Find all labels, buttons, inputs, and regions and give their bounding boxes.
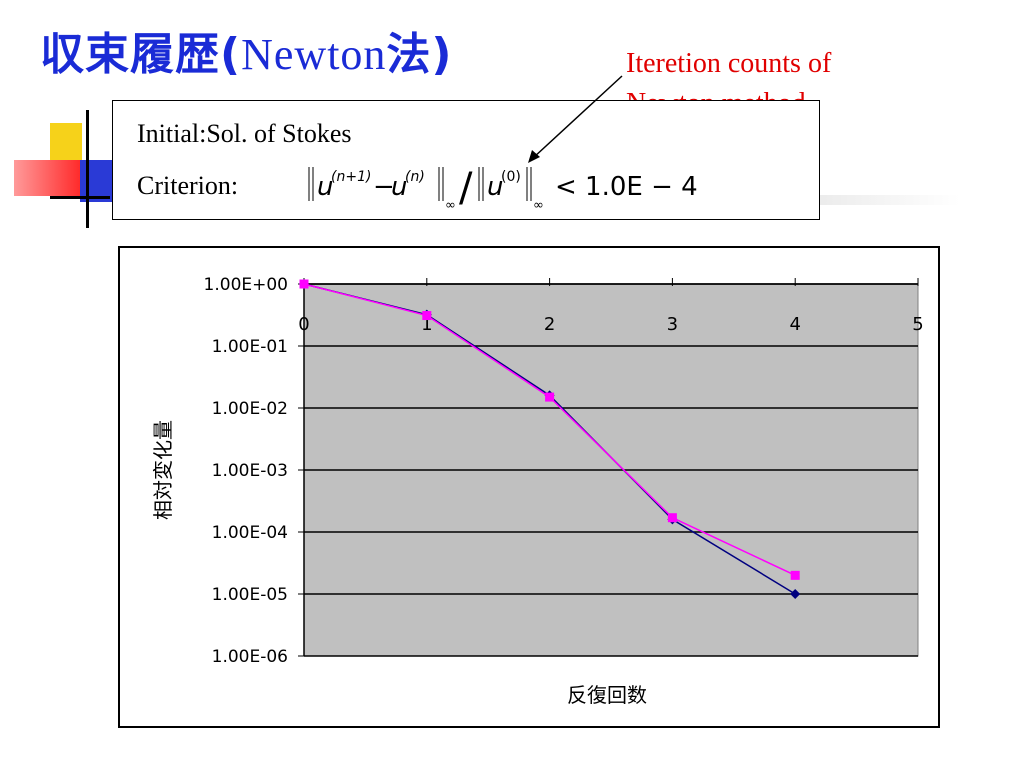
criterion-box: Initial:Sol. of Stokes Criterion: u (n+1…	[112, 100, 820, 220]
formula-minus: −	[373, 172, 395, 202]
formula-sup-n1: (n+1)	[331, 169, 371, 185]
x-tick-label: 0	[298, 314, 309, 335]
x-axis-label: 反復回数	[567, 683, 647, 707]
decor-vertical-line	[86, 110, 89, 228]
criterion-line: Criterion:	[137, 171, 238, 201]
x-tick-label: 1	[421, 314, 432, 335]
series-1-point	[790, 589, 801, 599]
y-axis-label: 相対変化量	[151, 420, 175, 520]
y-tick-label: 1.00E-06	[212, 647, 288, 667]
formula-u2: u	[391, 172, 407, 202]
page-title: 収束履歴(Newton法)	[40, 18, 453, 82]
relative-change-chart: 1.00E+00 1.00E-01 1.00E-02 1.00E-03 1.00E-04…	[151, 275, 924, 707]
title-ja-2: 法)	[386, 29, 453, 80]
initial-value: Sol. of Stokes	[206, 119, 352, 148]
initial-line: Initial:Sol. of Stokes	[137, 119, 352, 149]
criterion-label: Criterion	[137, 171, 231, 200]
y-tick-label: 1.00E-02	[212, 399, 288, 419]
formula-sup-n: (n)	[405, 169, 425, 185]
y-tick-label: 1.00E+00	[204, 275, 288, 295]
title-ja-1: 収束履歴(	[40, 29, 242, 80]
y-tick-label: 1.00E-03	[212, 461, 288, 481]
x-tick-label: 5	[912, 314, 923, 335]
x-tick-label: 4	[789, 314, 800, 335]
y-tick-label: 1.00E-01	[212, 337, 288, 357]
initial-label: Initial	[137, 119, 200, 148]
criterion-formula: u (n+1) − u (n) ∞ / u (0) ∞ < 1.0E − 4	[308, 165, 698, 213]
decor-horizontal-line	[50, 196, 110, 199]
title-latin: Newton	[241, 30, 387, 79]
formula-u1: u	[317, 172, 333, 202]
annotation-line-1: Iteretion counts of	[626, 48, 832, 79]
initial-colon: :	[199, 119, 207, 148]
series-2-point	[299, 279, 309, 289]
formula-inf-1: ∞	[445, 198, 456, 213]
formula-sup-0: (0)	[501, 169, 521, 185]
decor-red-square	[14, 160, 80, 196]
series-2-point	[422, 311, 432, 321]
y-tick-label: 1.00E-05	[212, 585, 288, 605]
formula-rhs: < 1.0E − 4	[555, 172, 698, 202]
formula-u3: u	[487, 172, 503, 202]
series-2-point	[790, 570, 800, 580]
chart-frame: 1.00E+00 1.00E-01 1.00E-02 1.00E-03 1.00E-04…	[118, 246, 940, 728]
x-tick-label: 3	[667, 314, 678, 335]
series-2-point	[667, 513, 677, 523]
formula-inf-2: ∞	[533, 198, 544, 213]
criterion-colon: :	[230, 171, 239, 200]
y-tick-label: 1.00E-04	[212, 523, 288, 543]
x-tick-label: 2	[544, 314, 555, 335]
decor-yellow-square	[50, 123, 82, 165]
series-2-point	[545, 392, 555, 402]
formula-slash: /	[459, 165, 473, 211]
